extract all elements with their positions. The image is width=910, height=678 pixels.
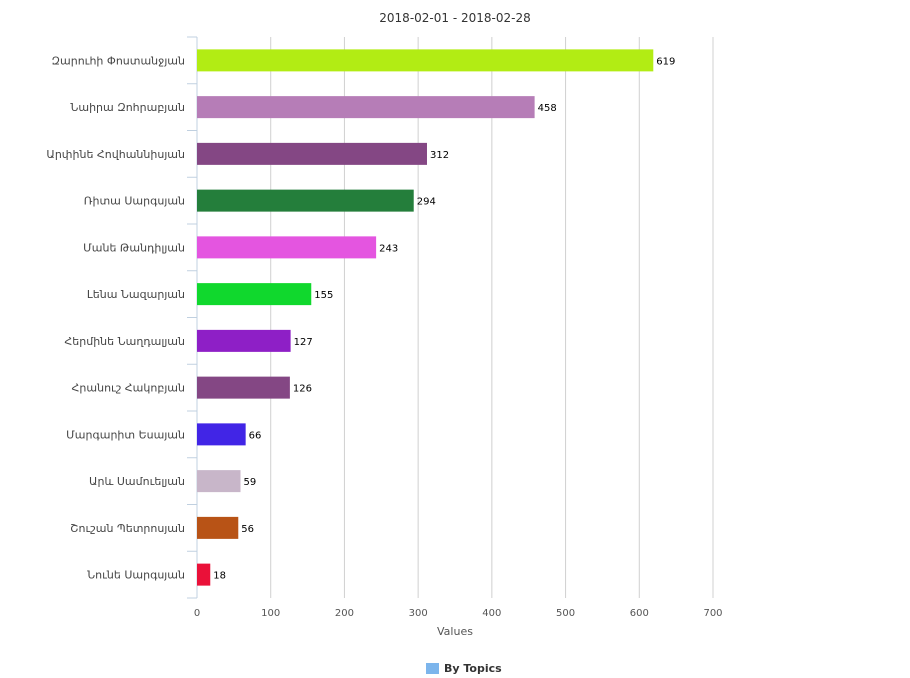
x-tick-label: 200	[335, 608, 354, 619]
grid-lines	[270, 37, 714, 598]
labels: 0 100 200 300 400 500 600 700 Զարուհի Փոստանջյան…	[46, 54, 722, 619]
category-label: Լենա Նազարյան	[87, 288, 185, 301]
legend-swatch[interactable]	[426, 663, 439, 674]
bar[interactable]	[197, 516, 239, 539]
x-tick-label: 300	[409, 608, 428, 619]
data-label: 312	[430, 150, 449, 161]
bar[interactable]	[197, 142, 427, 165]
x-axis-title: Values	[437, 625, 473, 638]
data-label: 66	[249, 430, 262, 441]
data-label: 59	[243, 477, 256, 488]
x-tick-label: 100	[261, 608, 280, 619]
bar[interactable]	[197, 563, 211, 586]
category-label: Նունե Սարգսյան	[87, 569, 185, 582]
bars	[197, 49, 654, 586]
bar[interactable]	[197, 96, 535, 119]
data-label: 126	[293, 384, 312, 395]
x-tick-label: 0	[194, 608, 200, 619]
x-tick-label: 700	[703, 608, 722, 619]
category-label: Մանե Թանդիլյան	[83, 241, 185, 254]
bar[interactable]	[197, 236, 377, 259]
chart-title: 2018-02-01 - 2018-02-28	[379, 11, 530, 25]
category-label: Մարգարիտ Եսայան	[66, 428, 185, 441]
category-label: Ռիտա Սարգսյան	[84, 195, 185, 208]
data-label: 56	[241, 524, 254, 535]
category-label: Արփինե Հովհաննիսյան	[46, 148, 185, 161]
data-label: 619	[656, 56, 675, 67]
data-label: 243	[379, 243, 398, 254]
data-label: 127	[294, 337, 313, 348]
category-label: Նաիրա Զոհրաբյան	[70, 101, 185, 114]
bar[interactable]	[197, 189, 414, 212]
bar[interactable]	[197, 283, 312, 306]
category-label: Շուշան Պետրոսյան	[70, 522, 185, 535]
bar[interactable]	[197, 470, 241, 493]
bar[interactable]	[197, 376, 290, 399]
category-label: Հրանուշ Հակոբյան	[72, 382, 185, 395]
data-label: 155	[314, 290, 333, 301]
data-label: 294	[417, 197, 436, 208]
x-tick-label: 400	[482, 608, 501, 619]
data-label: 458	[538, 103, 557, 114]
legend[interactable]: By Topics	[426, 662, 502, 675]
category-label: Արև Սամուելյան	[89, 475, 185, 488]
category-axis	[187, 36, 198, 599]
category-label: Զարուհի Փոստանջյան	[52, 54, 185, 67]
bar[interactable]	[197, 49, 654, 72]
x-tick-label: 600	[630, 608, 649, 619]
bar[interactable]	[197, 329, 291, 352]
legend-label[interactable]: By Topics	[444, 662, 502, 675]
bar[interactable]	[197, 423, 246, 446]
x-tick-label: 500	[556, 608, 575, 619]
category-label: Հերմինե Նաղդալյան	[64, 335, 185, 348]
data-label: 18	[213, 571, 226, 582]
